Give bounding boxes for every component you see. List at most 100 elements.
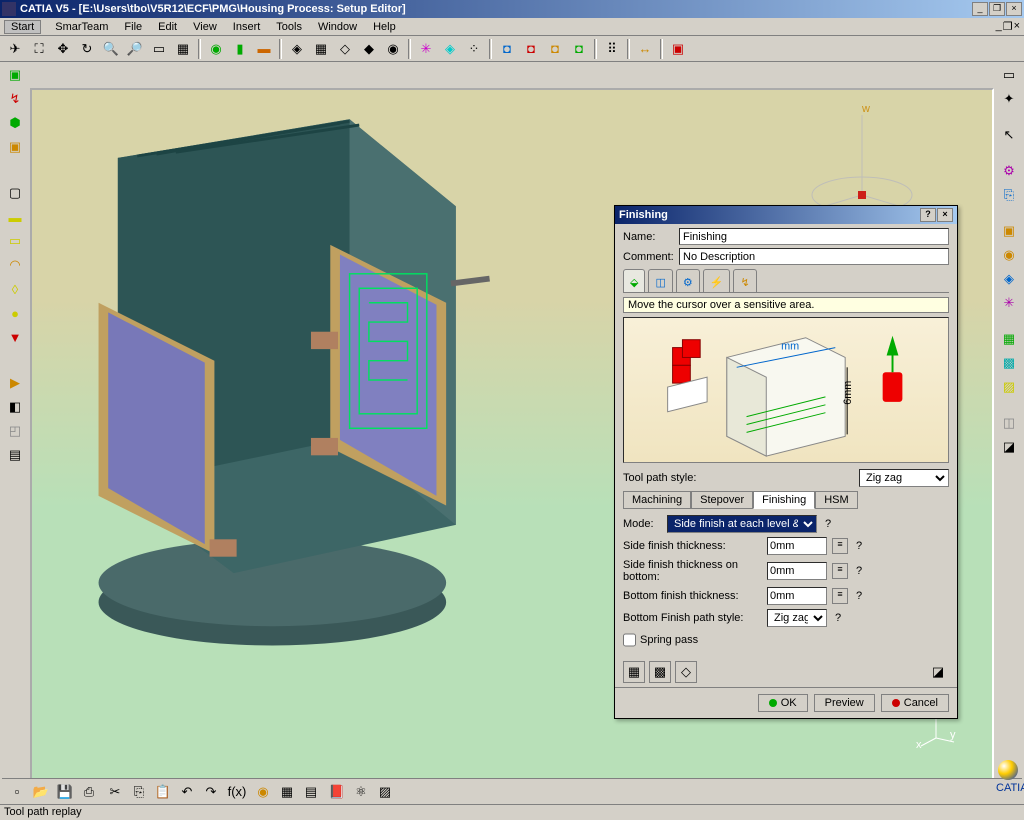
menu-help[interactable]: Help: [365, 21, 404, 33]
side-thickness-bottom-help-icon[interactable]: ?: [852, 565, 866, 577]
doc-maximize-button[interactable]: ❐: [1003, 20, 1013, 33]
side-thickness-help-icon[interactable]: ?: [852, 540, 866, 552]
dialog-help-button[interactable]: ?: [920, 208, 936, 222]
catia-flag-icon[interactable]: ◪: [927, 661, 949, 683]
point-icon[interactable]: ⁘: [463, 38, 485, 60]
pp-word-icon[interactable]: ◪: [998, 436, 1020, 458]
tab-tool[interactable]: ⚙: [676, 269, 700, 292]
sub-tab-finishing[interactable]: Finishing: [753, 491, 815, 509]
facing-icon[interactable]: ▬: [4, 206, 26, 228]
preview-mode3-icon[interactable]: ◇: [675, 661, 697, 683]
menu-tools[interactable]: Tools: [268, 21, 310, 33]
cancel-button[interactable]: Cancel: [881, 694, 949, 712]
menu-view[interactable]: View: [185, 21, 225, 33]
shaded-icon[interactable]: ◆: [358, 38, 380, 60]
drill-icon[interactable]: ▼: [4, 326, 26, 348]
copy-op-icon[interactable]: ⎘: [998, 184, 1020, 206]
axial-icon[interactable]: ◉: [998, 244, 1020, 266]
sub-tab-hsm[interactable]: HSM: [815, 491, 857, 509]
name-input[interactable]: [679, 228, 949, 245]
paste-icon[interactable]: 📋: [152, 781, 174, 803]
side-thickness-bottom-input[interactable]: [767, 562, 827, 580]
redo-icon[interactable]: ↷: [200, 781, 222, 803]
cut-icon[interactable]: ✂: [104, 781, 126, 803]
preview-button[interactable]: Preview: [814, 694, 875, 712]
dialog-titlebar[interactable]: Finishing ? ×: [615, 206, 957, 224]
start-menu[interactable]: Start: [4, 20, 41, 34]
prismatic-icon[interactable]: ▣: [998, 220, 1020, 242]
arrow-icon[interactable]: ↖: [998, 124, 1020, 146]
geometry-icon[interactable]: ▨: [998, 376, 1020, 398]
bottom-path-help-icon[interactable]: ?: [831, 612, 845, 624]
tab-strategy[interactable]: ⬙: [623, 269, 645, 292]
tab-geometry[interactable]: ◫: [648, 269, 672, 292]
side-thickness-input[interactable]: [767, 537, 827, 555]
rotate-icon[interactable]: ↻: [76, 38, 98, 60]
sub-tab-machining[interactable]: Machining: [623, 491, 691, 509]
menu-edit[interactable]: Edit: [150, 21, 185, 33]
copy-icon[interactable]: ⎘: [128, 781, 150, 803]
normal-view-icon[interactable]: ▭: [148, 38, 170, 60]
top-icon[interactable]: ◘: [568, 38, 590, 60]
formula-icon[interactable]: f(x): [226, 781, 248, 803]
mfg-view-icon[interactable]: ▦: [276, 781, 298, 803]
maximize-button[interactable]: ❐: [989, 2, 1005, 16]
sweep-icon[interactable]: ◈: [998, 268, 1020, 290]
curve-icon[interactable]: ◠: [4, 254, 26, 276]
multi-view-icon[interactable]: ▦: [172, 38, 194, 60]
wireframe-icon[interactable]: ◇: [334, 38, 356, 60]
profile-icon[interactable]: ▭: [4, 230, 26, 252]
hide-show-icon[interactable]: ◈: [286, 38, 308, 60]
process-icon[interactable]: ▤: [300, 781, 322, 803]
menu-window[interactable]: Window: [310, 21, 365, 33]
tool-change-icon[interactable]: ⚙: [998, 160, 1020, 182]
pan-icon[interactable]: ✥: [52, 38, 74, 60]
open-icon[interactable]: 📂: [30, 781, 52, 803]
hlr-icon[interactable]: ▬: [253, 38, 275, 60]
render-icon[interactable]: ▮: [229, 38, 251, 60]
shading-icon[interactable]: ◉: [205, 38, 227, 60]
comment-input[interactable]: [679, 248, 949, 265]
pocket-icon[interactable]: ▢: [4, 182, 26, 204]
minimize-button[interactable]: _: [972, 2, 988, 16]
bottom-thickness-spinner-icon[interactable]: ≡: [832, 588, 848, 604]
axis-icon[interactable]: ✳: [415, 38, 437, 60]
tab-macro[interactable]: ↯: [733, 269, 756, 292]
fit-all-icon[interactable]: ⛶: [28, 38, 50, 60]
plane-icon[interactable]: ◈: [439, 38, 461, 60]
side-icon[interactable]: ◘: [544, 38, 566, 60]
workbench-icon[interactable]: ▣: [667, 38, 689, 60]
dialog-close-button[interactable]: ×: [937, 208, 953, 222]
analysis-icon[interactable]: ▨: [374, 781, 396, 803]
tab-feedrate[interactable]: ⚡: [703, 269, 731, 292]
knowledge-icon[interactable]: ⚛: [350, 781, 372, 803]
measure-icon[interactable]: ↔: [634, 38, 656, 60]
menu-file[interactable]: File: [116, 21, 150, 33]
menu-smarteam[interactable]: SmarTeam: [47, 21, 116, 33]
machining-axis-icon[interactable]: ↯: [4, 88, 26, 110]
feature-icon[interactable]: ◉: [252, 781, 274, 803]
bottom-path-select[interactable]: Zig zag: [767, 609, 827, 627]
aux-op-icon[interactable]: ◫: [998, 412, 1020, 434]
front-icon[interactable]: ◘: [520, 38, 542, 60]
doc-icon[interactable]: ▤: [4, 444, 26, 466]
menu-insert[interactable]: Insert: [225, 21, 269, 33]
doc-close-button[interactable]: ×: [1014, 20, 1020, 33]
new-icon[interactable]: ▫: [6, 781, 28, 803]
toolpath-select[interactable]: Zig zag: [859, 469, 949, 487]
close-button[interactable]: ×: [1006, 2, 1022, 16]
nc-output-icon[interactable]: ◰: [4, 420, 26, 442]
spring-pass-checkbox[interactable]: [623, 631, 636, 649]
select-icon[interactable]: ▭: [998, 64, 1020, 86]
replay-icon[interactable]: ▶: [4, 372, 26, 394]
compass-icon[interactable]: ✦: [998, 88, 1020, 110]
multiaxis-icon[interactable]: ✳: [998, 292, 1020, 314]
preview-mode1-icon[interactable]: ▦: [623, 661, 645, 683]
point-op-icon[interactable]: ●: [4, 302, 26, 324]
print-icon[interactable]: ⎙: [78, 781, 100, 803]
zoom-out-icon[interactable]: 🔎: [124, 38, 146, 60]
zoom-in-icon[interactable]: 🔍: [100, 38, 122, 60]
simulate-icon[interactable]: ◧: [4, 396, 26, 418]
bottom-thickness-input[interactable]: [767, 587, 827, 605]
doc-minimize-button[interactable]: _: [996, 20, 1002, 33]
